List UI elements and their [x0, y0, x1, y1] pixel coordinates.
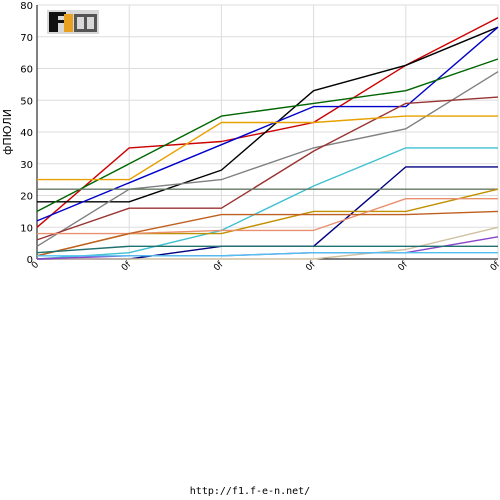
logo-letter-f-mid [58, 20, 64, 23]
logo-letter-e-gap [77, 17, 84, 29]
x-tick-label: 0f [397, 259, 411, 273]
y-tick-label: 0 [27, 255, 33, 266]
series-line-4 [36, 58, 499, 213]
y-tick-label: 60 [20, 65, 33, 76]
series-line-2 [37, 26, 499, 203]
series-line-13 [36, 210, 499, 257]
y-tick-label: 10 [20, 223, 33, 234]
logo-letter-f [49, 12, 58, 32]
logo-letter-n-gap [87, 17, 94, 29]
series-line-9 [37, 166, 498, 260]
x-tick-label: 0f [304, 259, 318, 273]
series-line-7 [37, 115, 498, 181]
footer-url[interactable]: http://f1.f-e-n.net/ [189, 486, 311, 497]
logo-digit-one [64, 14, 73, 32]
series-line-1 [36, 17, 499, 228]
x-tick-label: 0f [120, 259, 134, 273]
x-tick-label: 0 [30, 260, 41, 271]
y-axis-label: фПЮЛИ [1, 109, 14, 155]
series-line-17 [37, 251, 498, 257]
series-line-5 [36, 71, 499, 247]
y-tick-label: 80 [20, 1, 33, 12]
y-tick-label: 30 [20, 160, 33, 171]
f1en-logo [47, 10, 99, 34]
x-tick-label: 0f [489, 259, 500, 273]
series-lines [36, 17, 499, 260]
y-tick-label: 70 [20, 33, 33, 44]
series-line-6 [36, 96, 499, 241]
y-tick-label: 40 [20, 128, 33, 139]
x-tick-labels: 0 0f 0f 0f 0f 0f [30, 259, 500, 273]
y-tick-labels: 0 10 20 30 40 50 60 70 80 [20, 1, 33, 266]
series-line-16 [36, 245, 498, 254]
y-tick-label: 50 [20, 96, 33, 107]
x-tick-label: 0f [212, 259, 226, 273]
logo-letter-f-top [58, 12, 66, 16]
series-line-8 [36, 147, 498, 260]
series-line-12 [37, 197, 498, 235]
y-tick-label: 20 [20, 192, 33, 203]
